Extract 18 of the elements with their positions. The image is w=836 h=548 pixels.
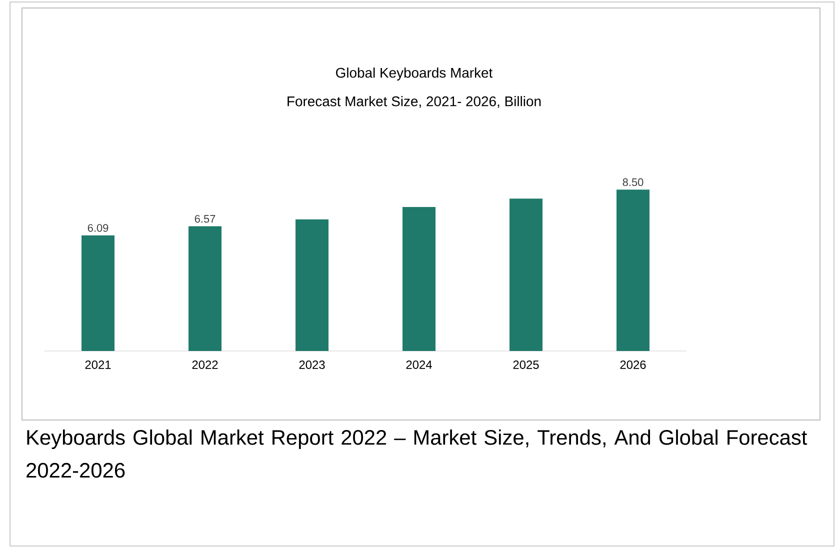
x-tick-label: 2023	[299, 360, 325, 369]
text: Keyboards Global Market Report 2022 – Market Size, Trends, And Global Forecast 2022-2026	[26, 430, 808, 478]
x-tick-label: 2024	[406, 360, 432, 369]
x-tick-label: 2022	[192, 360, 218, 369]
bar	[616, 190, 650, 351]
bar	[82, 235, 115, 351]
x-tick-label: 2021	[85, 360, 111, 369]
data-label: 6.09	[88, 224, 108, 232]
data-label: 6.57	[194, 214, 216, 223]
x-tick-label: 2025	[513, 360, 539, 369]
chart-title: Global Keyboards Market	[336, 67, 493, 80]
bar	[188, 226, 222, 351]
chart-subtitle: Forecast Market Size, 2021- 2026, Billion	[288, 96, 541, 108]
x-tick-label: 2026	[620, 360, 646, 369]
bar	[296, 219, 329, 351]
bar	[510, 198, 543, 351]
data-label: 8.50	[622, 178, 644, 186]
bar	[402, 207, 436, 351]
